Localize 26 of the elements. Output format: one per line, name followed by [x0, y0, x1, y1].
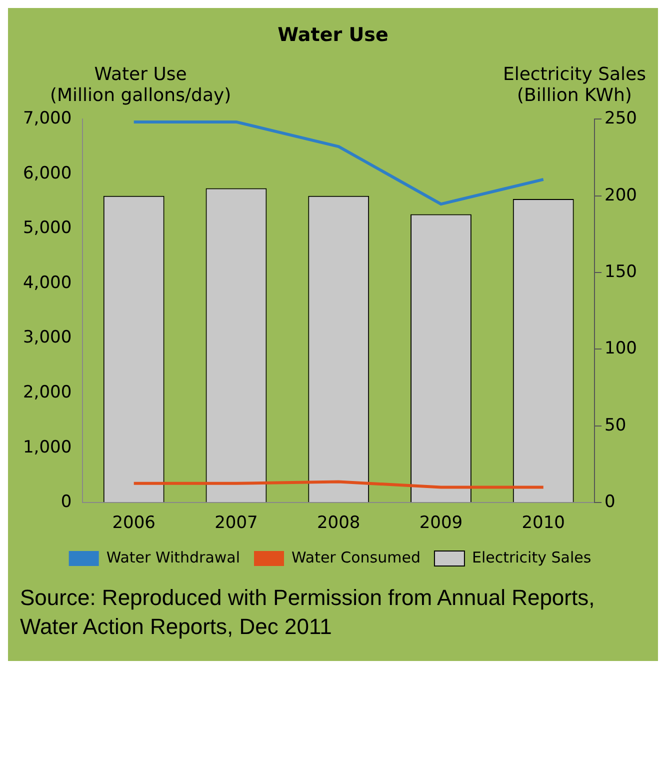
y2-tick-label: 200 — [604, 185, 638, 206]
y2-axis-title: Electricity Sales (Billion KWh) — [502, 64, 646, 106]
legend-label: Water Withdrawal — [106, 548, 240, 566]
x-tick-label: 2006 — [112, 513, 156, 534]
x-tick-label: 2010 — [522, 513, 565, 534]
y-tick-label: 2,000 — [22, 382, 72, 402]
x-tick-label: 2008 — [316, 513, 360, 534]
y-tick-label: 5,000 — [22, 218, 72, 238]
y-tick-label: 1,000 — [22, 437, 72, 458]
y-tick-label: 7,000 — [22, 108, 72, 129]
y2-tick-label: 250 — [604, 108, 638, 129]
source-note: Source: Reproduced with Permission from Annual Reports, Water Action Reports, Dec 2011 — [19, 584, 596, 641]
legend-label: Water Consumed — [292, 548, 420, 566]
x-tick-label: 2007 — [214, 513, 258, 534]
y-tick-label: 4,000 — [22, 272, 72, 293]
y-axis-title: Water Use (Million gallons/day) — [50, 64, 232, 106]
chart-title: Water Use — [276, 24, 390, 46]
legend-label: Electricity Sales — [472, 548, 592, 566]
y-tick-label: 0 — [60, 492, 72, 512]
x-tick-label: 2009 — [419, 513, 463, 534]
y-tick-label: 6,000 — [22, 163, 72, 184]
y2-tick-label: 150 — [604, 262, 638, 282]
y2-tick-label: 50 — [604, 415, 626, 436]
y-tick-label: 3,000 — [22, 328, 72, 348]
y2-tick-label: 100 — [604, 338, 638, 359]
y2-tick-label: 0 — [604, 492, 616, 512]
